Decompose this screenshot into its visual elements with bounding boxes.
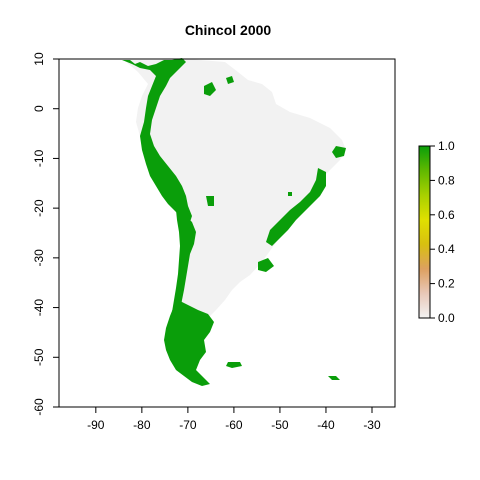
x-tick-label: -30 [363,418,381,432]
legend-tick-label: 0.4 [438,242,455,256]
x-axis: -90 -80 -70 -60 -50 -40 -30 [87,407,381,432]
presence-south-georgia [328,376,340,380]
x-tick-label: -50 [271,418,289,432]
y-tick-label: -60 [32,398,46,416]
presence-bolivia [206,196,214,206]
presence-venezuela [226,76,234,84]
y-axis: 10 0 -10 -20 -30 -40 -50 -60 [32,52,59,416]
y-tick-label: 0 [32,105,46,112]
x-tick-label: -80 [133,418,151,432]
presence-central-brazil [288,192,292,196]
legend-tick-label: 0.2 [438,277,455,291]
presence-brazil-east-coast [332,146,346,158]
presence-falklands [226,362,242,368]
presence-chile-andes [172,210,196,320]
x-tick-label: -40 [317,418,335,432]
y-tick-label: -40 [32,299,46,317]
y-tick-label: 10 [32,52,46,66]
presence-north-coast [204,82,216,96]
plot-frame [58,58,396,408]
presence-areas [122,58,346,386]
land-south-america [124,58,346,322]
map-title: Chincol 2000 [185,22,272,38]
map-area [122,58,346,386]
presence-brazil-southeast [266,168,326,246]
presence-andes-north [122,58,192,222]
presence-patagonia [164,300,214,386]
y-tick-label: -30 [32,249,46,267]
x-tick-label: -70 [179,418,197,432]
y-tick-label: -50 [32,348,46,366]
legend-tick-label: 0.0 [438,311,455,325]
legend-ticks: 1.0 0.8 0.6 0.4 0.2 0.0 [430,139,455,325]
legend-tick-label: 1.0 [438,139,455,153]
legend-tick-label: 0.6 [438,208,455,222]
legend-tick-label: 0.8 [438,173,455,187]
y-tick-label: -20 [32,199,46,217]
x-tick-label: -60 [225,418,243,432]
presence-uruguay [258,258,274,272]
y-tick-label: -10 [32,149,46,167]
legend-colorbar [418,145,431,319]
x-tick-label: -90 [87,418,105,432]
